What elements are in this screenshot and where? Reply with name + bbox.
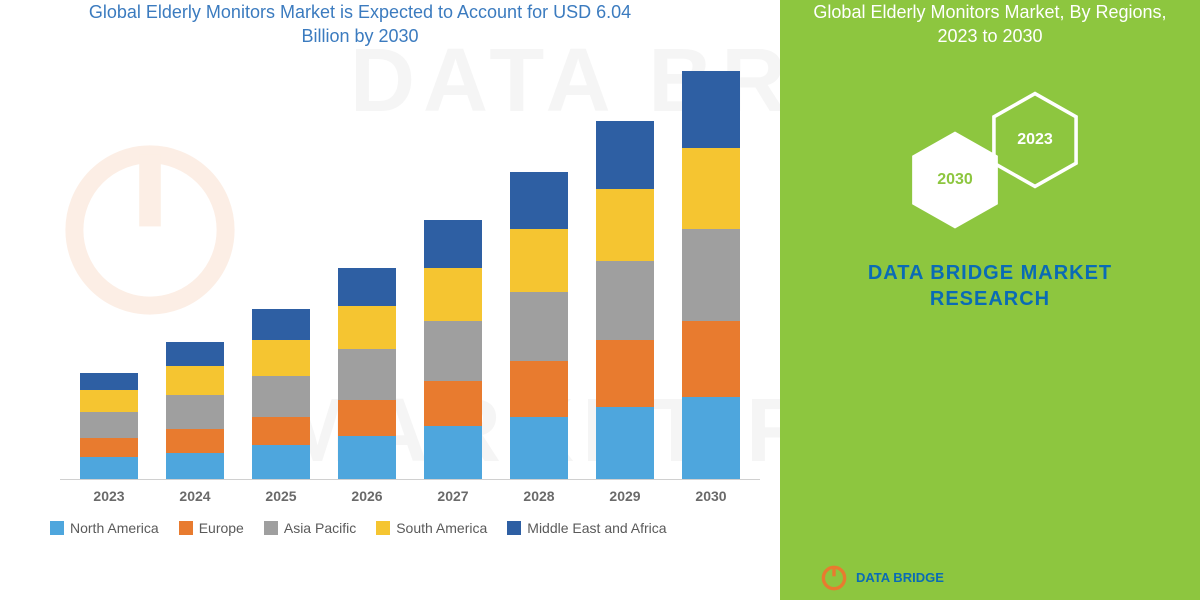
bar-segment <box>80 438 138 457</box>
bar-segment <box>510 292 568 362</box>
bar-segment <box>80 373 138 390</box>
right-panel-title: Global Elderly Monitors Market, By Regio… <box>780 0 1200 49</box>
brand-text: DATA BRIDGE MARKET RESEARCH <box>780 260 1200 312</box>
chart-title: Global Elderly Monitors Market is Expect… <box>80 0 640 49</box>
x-axis-label: 2025 <box>252 488 310 504</box>
bar-group <box>596 121 654 479</box>
hexagon-2030: 2030 <box>910 130 1000 230</box>
bar-group <box>510 172 568 479</box>
bar-group <box>424 220 482 479</box>
legend-item: Europe <box>179 520 244 536</box>
bar-segment <box>166 453 224 479</box>
bar-segment <box>338 400 396 436</box>
hexagon-2023: 2023 <box>990 90 1080 190</box>
bar-segment <box>166 395 224 429</box>
right-panel: Global Elderly Monitors Market, By Regio… <box>780 0 1200 600</box>
legend-label: Europe <box>199 520 244 536</box>
chart-legend: North America Europe Asia Pacific South Ame… <box>50 520 770 536</box>
bar-segment <box>338 349 396 399</box>
bar-segment <box>424 321 482 381</box>
bar-segment <box>338 436 396 479</box>
bar-segment <box>166 342 224 366</box>
x-axis-label: 2027 <box>424 488 482 504</box>
legend-label: North America <box>70 520 159 536</box>
bar-segment <box>596 261 654 340</box>
legend-item: Middle East and Africa <box>507 520 666 536</box>
bar-segment <box>510 417 568 479</box>
bar-segment <box>80 412 138 438</box>
bar-segment <box>166 366 224 395</box>
legend-swatch <box>179 521 193 535</box>
x-axis-label: 2030 <box>682 488 740 504</box>
bar-segment <box>510 172 568 230</box>
bar-group <box>682 71 740 479</box>
bar-segment <box>80 457 138 479</box>
bar-group <box>252 309 310 479</box>
bar-segment <box>424 220 482 268</box>
legend-swatch <box>50 521 64 535</box>
bar-group <box>338 268 396 479</box>
legend-item: North America <box>50 520 159 536</box>
legend-swatch <box>376 521 390 535</box>
bar-segment <box>682 71 740 148</box>
bar-segment <box>510 229 568 291</box>
x-axis-label: 2029 <box>596 488 654 504</box>
bar-segment <box>596 189 654 261</box>
bar-segment <box>338 268 396 306</box>
bar-segment <box>252 376 310 417</box>
bar-segment <box>252 340 310 376</box>
hexagon-graphic: 2030 2023 <box>910 80 1110 240</box>
bar-segment <box>682 397 740 479</box>
bar-segment <box>424 268 482 321</box>
legend-label: South America <box>396 520 487 536</box>
bar-segment <box>510 361 568 416</box>
x-axis-label: 2023 <box>80 488 138 504</box>
bottom-logo-text: DATA BRIDGE <box>856 571 944 585</box>
bar-segment <box>596 407 654 479</box>
bar-segment <box>252 417 310 446</box>
x-axis-label: 2024 <box>166 488 224 504</box>
bar-segment <box>596 121 654 188</box>
chart-plot <box>60 60 760 480</box>
x-axis-label: 2026 <box>338 488 396 504</box>
bar-segment <box>682 229 740 320</box>
legend-swatch <box>264 521 278 535</box>
x-axis-label: 2028 <box>510 488 568 504</box>
bar-segment <box>80 390 138 412</box>
bar-group <box>80 373 138 479</box>
bar-segment <box>682 148 740 230</box>
legend-item: South America <box>376 520 487 536</box>
bar-segment <box>252 309 310 340</box>
bar-segment <box>338 306 396 349</box>
bar-segment <box>252 445 310 479</box>
bottom-logo-icon <box>820 564 848 592</box>
bar-segment <box>166 429 224 453</box>
legend-item: Asia Pacific <box>264 520 356 536</box>
bar-segment <box>682 321 740 398</box>
chart-panel: Global Elderly Monitors Market is Expect… <box>0 0 780 600</box>
bar-group <box>166 342 224 479</box>
chart-area: 20232024202520262027202820292030 <box>60 60 760 480</box>
legend-label: Middle East and Africa <box>527 520 666 536</box>
bar-segment <box>424 426 482 479</box>
bar-segment <box>596 340 654 407</box>
bar-segment <box>424 381 482 427</box>
legend-label: Asia Pacific <box>284 520 356 536</box>
legend-swatch <box>507 521 521 535</box>
bottom-logo: DATA BRIDGE <box>820 564 944 592</box>
